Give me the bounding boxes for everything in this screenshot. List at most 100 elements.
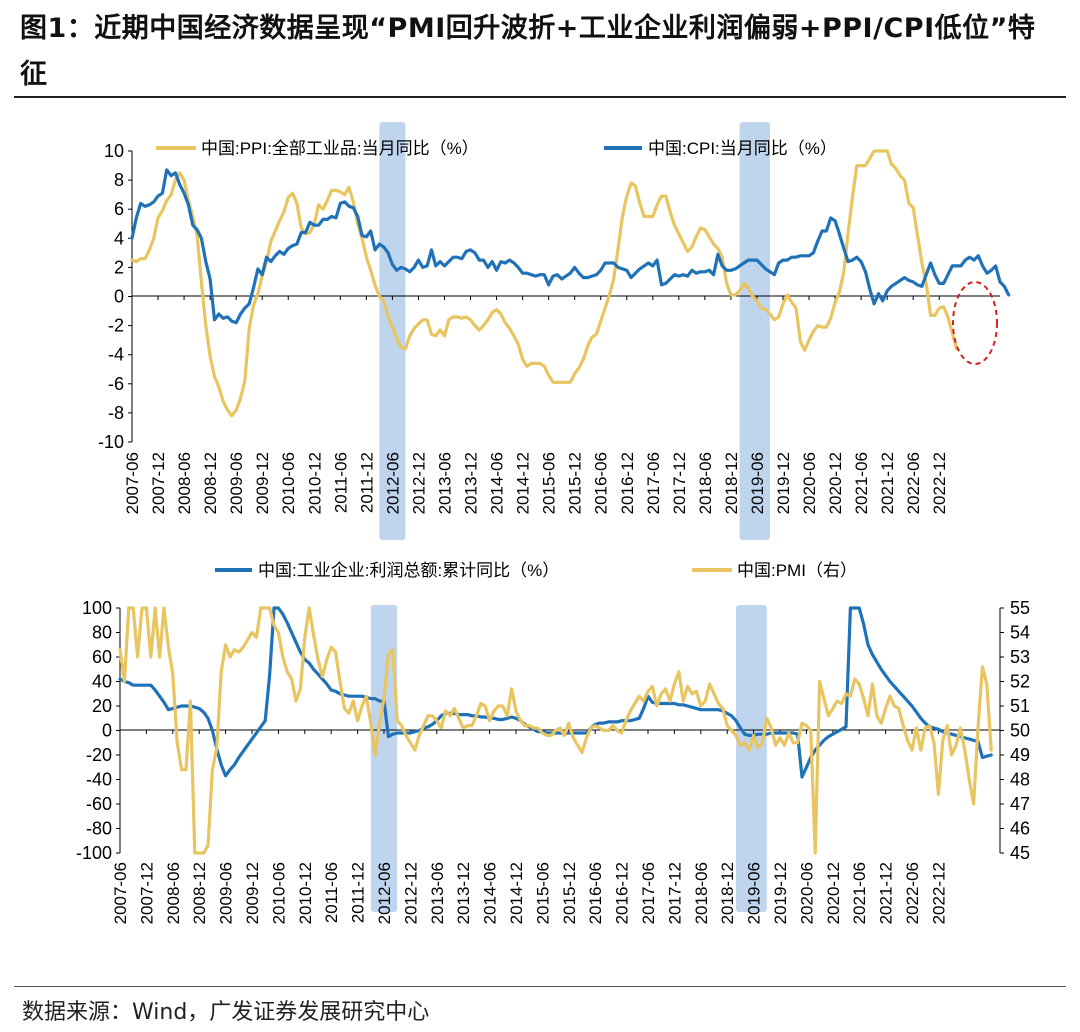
y-tick-label: -2 — [108, 316, 124, 336]
legend-pmi-label: 中国:PMI（右） — [737, 561, 857, 580]
series-line-1-2 — [130, 168, 1011, 325]
legend-ppi-label: 中国:PPI:全部工业品:当月同比（%） — [201, 139, 479, 158]
x-tick-label: 2022-06 — [903, 862, 922, 924]
x-tick-label: 2009-12 — [253, 452, 272, 514]
x-tick-label: 2016-06 — [586, 862, 605, 924]
x-tick-label: 2010-12 — [296, 862, 315, 924]
x-tick-label: 2019-12 — [774, 452, 793, 514]
x-tick-label: 2022-12 — [929, 862, 948, 924]
x-tick-label: 2012-06 — [375, 862, 394, 924]
y2-tick-label: 47 — [1010, 794, 1030, 814]
y2-tick-label: 46 — [1010, 819, 1030, 839]
shaded-period-1 — [370, 605, 398, 912]
chart2-axes: 100 80 60 40 20 0 -20 -40 -60 -80 -100 55 54 53 52 51 50… — [76, 598, 1030, 924]
x-tick-label: 2017-12 — [670, 452, 689, 514]
x-tick-label: 2020-12 — [826, 452, 845, 514]
x-tick-label: 2013-06 — [428, 862, 447, 924]
y-tick-label: -20 — [86, 745, 112, 765]
chart2-legend: 中国:工业企业:利润总额:累计同比（%） 中国:PMI（右） — [215, 561, 857, 580]
x-tick-label: 2020-06 — [800, 452, 819, 514]
x-tick-label: 2018-06 — [692, 862, 711, 924]
x-tick-label: 2015-06 — [540, 452, 559, 514]
y2-tick-label: 45 — [1010, 843, 1030, 863]
x-tick-label: 2009-06 — [227, 452, 246, 514]
source-note: 数据来源：Wind，广发证券发展研究中心 — [22, 1000, 430, 1025]
x-tick-label: 2018-06 — [696, 452, 715, 514]
x-tick-label: 2007-12 — [149, 452, 168, 514]
x-tick-label: 2009-06 — [217, 862, 236, 924]
x-tick-label: 2014-12 — [507, 862, 526, 924]
y-tick-label: -80 — [86, 819, 112, 839]
x-tick-label: 2010-06 — [279, 452, 298, 514]
x-tick-label: 2016-12 — [613, 862, 632, 924]
footer-divider — [14, 986, 1066, 987]
chart2-shaded-periods — [370, 605, 767, 912]
y-tick-label: 2 — [114, 257, 124, 277]
y-tick-label: -10 — [98, 432, 124, 452]
x-tick-label: 2015-12 — [566, 452, 585, 514]
chart2-series — [118, 606, 993, 855]
x-tick-label: 2017-06 — [644, 452, 663, 514]
x-tick-label: 2020-06 — [797, 862, 816, 924]
shaded-period-2 — [736, 605, 767, 912]
x-tick-label: 2016-06 — [592, 452, 611, 514]
x-tick-label: 2018-12 — [722, 452, 741, 514]
x-tick-label: 2013-12 — [454, 862, 473, 924]
y-tick-label: -4 — [108, 345, 124, 365]
y2-tick-label: 50 — [1010, 721, 1030, 741]
x-tick-label: 2012-06 — [383, 452, 402, 514]
y-tick-label: -60 — [86, 794, 112, 814]
x-tick-label: 2017-06 — [639, 862, 658, 924]
x-tick-label: 2008-12 — [190, 862, 209, 924]
chart1-legend: 中国:PPI:全部工业品:当月同比（%） 中国:CPI:当月同比（%） — [156, 139, 837, 158]
x-tick-label: 2017-12 — [665, 862, 684, 924]
legend-cpi-label: 中国:CPI:当月同比（%） — [648, 139, 837, 158]
x-tick-label: 2020-12 — [824, 862, 843, 924]
x-tick-label: 2018-12 — [718, 862, 737, 924]
x-tick-label: 2015-06 — [533, 862, 552, 924]
y-tick-label: 60 — [92, 647, 112, 667]
title-divider — [14, 96, 1066, 98]
y-tick-label: 10 — [104, 141, 124, 161]
x-tick-label: 2010-12 — [305, 452, 324, 514]
y2-tick-label: 48 — [1010, 770, 1030, 790]
x-tick-label: 2021-06 — [850, 862, 869, 924]
chart1-highlight-ellipse — [952, 281, 998, 365]
y-tick-label: 20 — [92, 696, 112, 716]
x-tick-label: 2012-12 — [401, 862, 420, 924]
y2-tick-label: 54 — [1010, 623, 1030, 643]
x-tick-label: 2008-12 — [201, 452, 220, 514]
x-tick-label: 2021-12 — [878, 452, 897, 514]
x-tick-label: 2007-12 — [137, 862, 156, 924]
y-tick-label: 0 — [114, 287, 124, 307]
y2-tick-label: 51 — [1010, 696, 1030, 716]
x-tick-label: 2008-06 — [164, 862, 183, 924]
y-tick-label: 6 — [114, 199, 124, 219]
x-tick-label: 2021-12 — [877, 862, 896, 924]
y2-tick-label: 49 — [1010, 745, 1030, 765]
y-tick-label: 100 — [82, 598, 112, 618]
x-tick-label: 2011-06 — [331, 452, 350, 513]
x-tick-label: 2021-06 — [852, 452, 871, 514]
y-tick-label: 40 — [92, 672, 112, 692]
y-tick-label: -40 — [86, 770, 112, 790]
x-tick-label: 2014-12 — [514, 452, 533, 514]
x-tick-label: 2019-06 — [745, 862, 764, 924]
x-tick-label: 2022-06 — [904, 452, 923, 514]
figure-title: 图1：近期中国经济数据呈现“PMI回升波折+工业企业利润偏弱+PPI/CPI低位… — [20, 13, 1036, 90]
shaded-period-2 — [739, 122, 770, 540]
x-tick-label: 2019-12 — [771, 862, 790, 924]
x-tick-label: 2007-06 — [123, 452, 142, 514]
x-tick-label: 2011-06 — [322, 862, 341, 923]
x-tick-label: 2014-06 — [488, 452, 507, 514]
y-tick-label: -6 — [108, 374, 124, 394]
x-tick-label: 2022-12 — [930, 452, 949, 514]
x-tick-label: 2012-12 — [409, 452, 428, 514]
x-tick-label: 2009-12 — [243, 862, 262, 924]
x-tick-label: 2007-06 — [111, 862, 130, 924]
y2-tick-label: 55 — [1010, 598, 1030, 618]
x-tick-label: 2019-06 — [748, 452, 767, 514]
x-tick-label: 2015-12 — [560, 862, 579, 924]
